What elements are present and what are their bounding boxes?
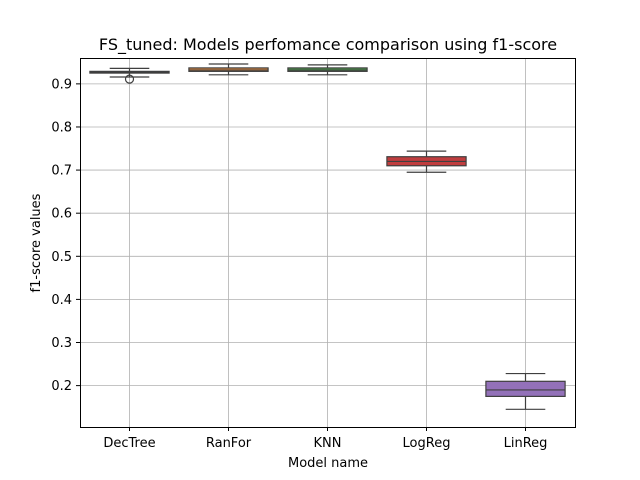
grid <box>80 58 575 427</box>
x-tick-label: LogReg <box>403 436 451 451</box>
chart-title: FS_tuned: Models perfomance comparison u… <box>99 35 557 55</box>
y-tick-label: 0.2 <box>51 379 72 394</box>
outlier-point <box>124 74 135 84</box>
y-tick-label: 0.5 <box>51 250 72 265</box>
box-logreg <box>386 150 467 173</box>
y-tick-label: 0.9 <box>51 77 72 92</box>
y-tick-label: 0.4 <box>51 293 72 308</box>
box-ranfor <box>188 63 269 76</box>
ticks: 0.2 0.3 0.4 0.5 0.6 0.7 0.8 0.9 DecTree RanFor KNN… <box>51 77 547 451</box>
y-tick-label: 0.8 <box>51 120 72 135</box>
box-linreg <box>485 372 566 410</box>
boxes <box>89 63 566 410</box>
plot-frame <box>80 58 576 428</box>
y-tick-label: 0.7 <box>51 164 72 179</box>
y-tick-label: 0.6 <box>51 207 72 222</box>
x-tick-label: KNN <box>314 436 342 451</box>
x-tick-label: LinReg <box>504 436 548 451</box>
y-tick-label: 0.3 <box>51 336 72 351</box>
y-axis-label: f1-score values <box>29 193 44 292</box>
x-tick-label: DecTree <box>103 436 155 451</box>
box-dectree <box>89 67 170 84</box>
x-tick-label: RanFor <box>206 436 252 451</box>
box-knn <box>287 64 368 76</box>
x-axis-label: Model name <box>288 456 368 471</box>
box-body <box>485 380 566 397</box>
